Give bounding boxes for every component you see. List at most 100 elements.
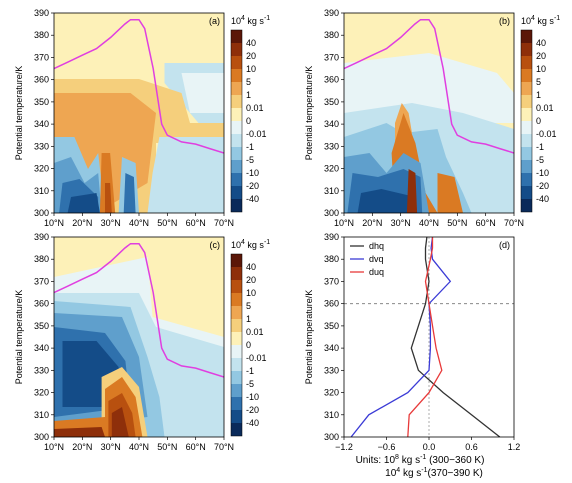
colorbar-label: 0.01: [246, 327, 264, 337]
plot-area: [54, 13, 224, 213]
panel-label: (a): [209, 16, 220, 26]
y-tick-label: 350: [324, 97, 339, 107]
colorbar-swatch: [231, 358, 242, 371]
x-tick-label: 60°N: [186, 442, 206, 452]
legend-label: dhq: [369, 241, 384, 251]
x-tick-label: 40°N: [129, 442, 149, 452]
colorbar-swatch: [231, 384, 242, 397]
colorbar-swatch: [231, 43, 242, 56]
y-tick-label: 370: [34, 52, 49, 62]
colorbar-swatch: [231, 267, 242, 280]
colorbar-label: 5: [536, 77, 541, 87]
colorbar-label: -1: [536, 142, 544, 152]
y-tick-label: 300: [34, 208, 49, 218]
contour-fill: [105, 183, 112, 213]
colorbar-label: 10: [246, 288, 256, 298]
colorbar-label: 1: [536, 90, 541, 100]
y-tick-label: 390: [34, 8, 49, 18]
colorbar-label: -0.01: [536, 129, 557, 139]
colorbar-0: 40 20 10 5 1 0.01 0 -0.01 -1 -5 -10 -20 -40 104 kg s-…: [230, 15, 270, 213]
y-tick-label: 300: [324, 208, 339, 218]
y-tick-label: 390: [34, 232, 49, 242]
colorbar-unit: 104 kg s-1: [231, 15, 270, 26]
y-tick-label: 350: [34, 97, 49, 107]
y-tick-label: 390: [324, 8, 339, 18]
colorbar-label: 10: [536, 64, 546, 74]
colorbar-label: 5: [246, 77, 251, 87]
y-tick-label: 320: [34, 388, 49, 398]
contour-fill: [67, 193, 100, 213]
contour-fill: [123, 173, 136, 213]
x-tick-label: 70°N: [214, 218, 234, 228]
y-tick-label: 380: [324, 254, 339, 264]
colorbar-swatch: [231, 186, 242, 199]
y-tick-label: 360: [324, 75, 339, 85]
y-tick-label: 330: [324, 365, 339, 375]
y-axis-label: Potential temperature/K: [304, 66, 314, 161]
colorbar-swatch: [521, 134, 532, 147]
colorbar-swatch: [521, 95, 532, 108]
x-tick-label: 60°N: [186, 218, 206, 228]
x-tick-label: 20°N: [72, 442, 92, 452]
y-tick-label: 330: [324, 141, 339, 151]
panel-label: (d): [499, 240, 510, 250]
colorbar-label: -40: [246, 418, 259, 428]
colorbar-1: 40 20 10 5 1 0.01 0 -0.01 -1 -5 -10 -20 -40 104 kg s-…: [520, 15, 560, 213]
colorbar-swatch: [521, 186, 532, 199]
y-tick-label: 380: [324, 30, 339, 40]
colorbar-swatch: [231, 82, 242, 95]
colorbar-swatch: [521, 199, 532, 212]
y-tick-label: 310: [324, 410, 339, 420]
x-tick-label: 70°N: [214, 442, 234, 452]
colorbar-label: 0: [246, 116, 251, 126]
colorbar-label: -5: [246, 155, 254, 165]
panel-2: 300 310 320 330 340 350 360 370 380 390 10°N 20°N 30…: [14, 232, 234, 452]
y-tick-label: 340: [34, 119, 49, 129]
colorbar-swatch: [231, 108, 242, 121]
y-tick-label: 310: [34, 186, 49, 196]
colorbar-label: 0.01: [246, 103, 264, 113]
y-tick-label: 320: [34, 164, 49, 174]
colorbar-swatch: [231, 147, 242, 160]
colorbar-swatch: [231, 160, 242, 173]
colorbar-swatch: [231, 293, 242, 306]
x-tick-label: 10°N: [334, 218, 354, 228]
colorbar-label: 1: [246, 314, 251, 324]
x-tick-label: 30°N: [101, 442, 121, 452]
colorbar-label: 5: [246, 301, 251, 311]
colorbar-label: -40: [246, 194, 259, 204]
colorbar-label: 20: [246, 51, 256, 61]
colorbar-swatch: [521, 160, 532, 173]
colorbar-swatch: [231, 30, 242, 43]
colorbar-swatch: [231, 56, 242, 69]
colorbar-label: -1: [246, 142, 254, 152]
colorbar-label: 20: [536, 51, 546, 61]
series-line-dvq: [350, 237, 452, 437]
y-tick-label: 300: [324, 432, 339, 442]
tropopause-line: [344, 18, 514, 154]
x-tick-label: 10°N: [44, 218, 64, 228]
colorbar-swatch: [231, 95, 242, 108]
y-axis-label: Potential temperature/K: [14, 66, 24, 161]
colorbar-label: -1: [246, 366, 254, 376]
y-tick-label: 380: [34, 30, 49, 40]
tropopause-line: [54, 18, 224, 154]
x-tick-label: 10°N: [44, 442, 64, 452]
colorbar-label: -5: [246, 379, 254, 389]
x-tick-label: 40°N: [129, 218, 149, 228]
y-tick-label: 310: [324, 186, 339, 196]
colorbar-label: -40: [536, 194, 549, 204]
colorbar-label: -10: [246, 392, 259, 402]
svg-text:Units: 108 kg s-1 (300−360 K): Units: 108 kg s-1 (300−360 K): [356, 454, 485, 466]
colorbar-label: 0.01: [536, 103, 554, 113]
colorbar-label: -20: [246, 181, 259, 191]
colorbar-swatch: [231, 121, 242, 134]
contour-fill: [111, 407, 129, 437]
colorbar-label: 40: [536, 38, 546, 48]
plot-area: [344, 237, 514, 437]
colorbar-frame: [230, 29, 243, 213]
colorbar-label: -5: [536, 155, 544, 165]
y-tick-label: 340: [324, 119, 339, 129]
y-tick-label: 370: [324, 52, 339, 62]
